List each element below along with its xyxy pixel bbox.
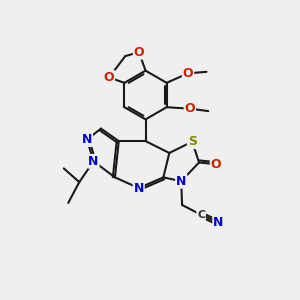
Text: O: O [134, 46, 144, 59]
Text: O: O [104, 71, 114, 84]
Text: N: N [213, 216, 224, 229]
Text: N: N [176, 175, 186, 188]
Text: O: O [211, 158, 221, 171]
Text: O: O [184, 102, 195, 115]
Text: N: N [82, 133, 92, 146]
Text: O: O [183, 67, 194, 80]
Text: S: S [188, 135, 197, 148]
Text: N: N [134, 182, 144, 194]
Text: C: C [197, 210, 205, 220]
Text: N: N [88, 155, 99, 168]
